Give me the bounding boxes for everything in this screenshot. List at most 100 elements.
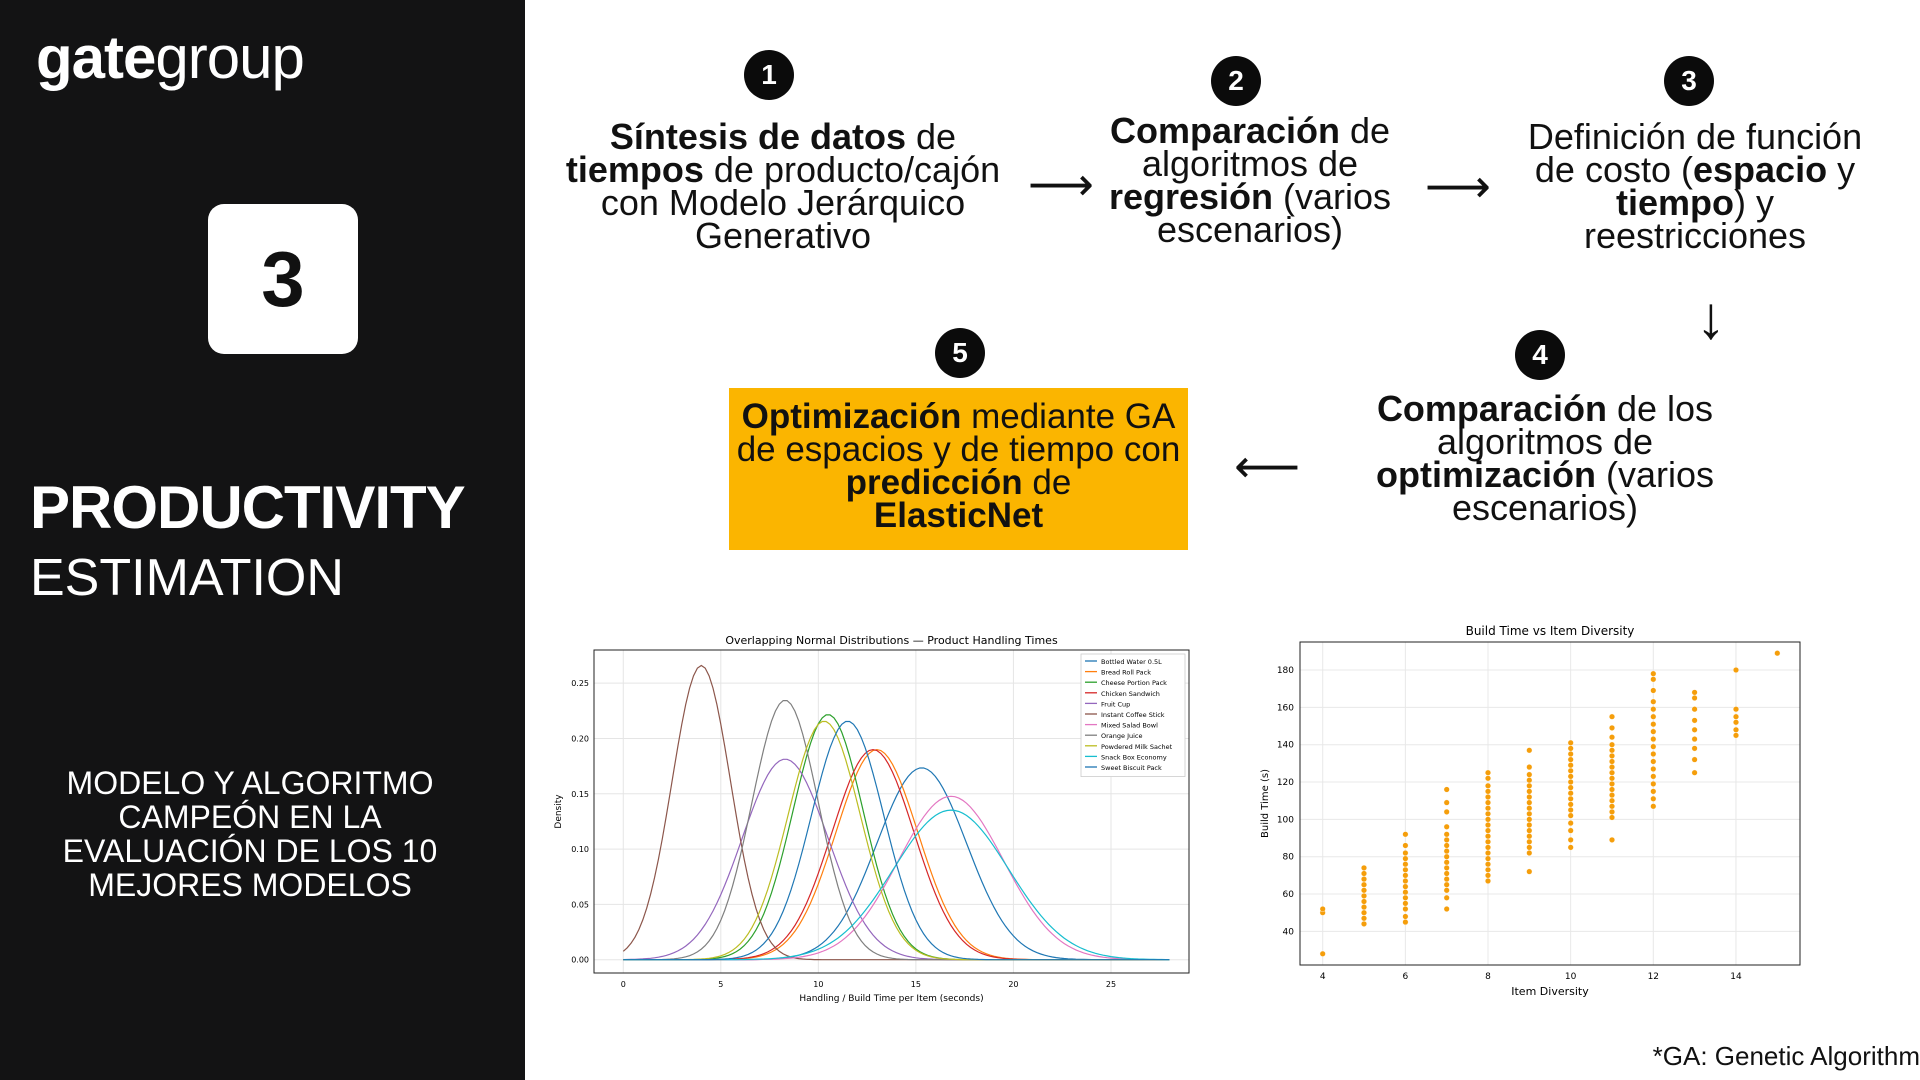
step-2-bold-b: regresión	[1108, 176, 1274, 217]
step-2-text: Comparación de algoritmos de regresión (…	[1100, 113, 1400, 248]
chart-title: Build Time vs Item Diversity	[1466, 624, 1635, 638]
scatter-point	[1443, 864, 1450, 871]
scatter-point	[1526, 821, 1533, 828]
scatter-point	[1609, 808, 1616, 815]
scatter-point	[1360, 876, 1367, 883]
scatter-point	[1484, 810, 1491, 817]
step-4-text-b: (varios escenarios)	[1451, 454, 1715, 528]
step-1-bold-a: Síntesis de datos	[609, 116, 907, 157]
scatter-point	[1402, 919, 1409, 926]
scatter-point	[1360, 887, 1367, 894]
scatter-point	[1733, 713, 1740, 720]
legend-label: Powdered Milk Sachet	[1101, 743, 1173, 751]
scatter-point	[1567, 790, 1574, 797]
scatter-point	[1609, 769, 1616, 776]
scatter-point	[1402, 842, 1409, 849]
scatter-point	[1360, 909, 1367, 916]
scatter-point	[1443, 906, 1450, 913]
scatter-point	[1402, 894, 1409, 901]
step-5-number: 5	[935, 328, 985, 378]
step-3-number: 3	[1664, 56, 1714, 106]
scatter-point	[1484, 793, 1491, 800]
scatter-point	[1402, 872, 1409, 879]
scatter-point	[1733, 726, 1740, 733]
scatter-point	[1567, 784, 1574, 791]
scatter-point	[1567, 745, 1574, 752]
density-curve	[623, 809, 1170, 961]
step-3-bold-b: tiempo	[1615, 182, 1734, 223]
scatter-point	[1567, 820, 1574, 827]
y-tick-label: 180	[1277, 666, 1294, 676]
step-5-highlight-box: Optimización mediante GA de espacios y d…	[729, 388, 1188, 550]
step-4-bold-b: optimización	[1375, 454, 1596, 495]
scatter-point	[1360, 881, 1367, 888]
scatter-point	[1650, 706, 1657, 713]
density-curve	[623, 720, 1170, 961]
scatter-point	[1691, 736, 1698, 743]
scatter-point	[1733, 719, 1740, 726]
scatter-point	[1609, 752, 1616, 759]
scatter-point	[1319, 906, 1326, 913]
scatter-point	[1526, 827, 1533, 834]
scatter-point	[1526, 788, 1533, 795]
scatter-point	[1609, 836, 1616, 843]
x-tick-label: 14	[1730, 972, 1742, 982]
legend-box	[1080, 653, 1186, 777]
chart-title: Overlapping Normal Distributions — Produ…	[725, 634, 1058, 647]
scatter-point	[1650, 765, 1657, 772]
x-axis-label: Item Diversity	[1511, 985, 1589, 998]
scatter-point	[1360, 892, 1367, 899]
scatter-point	[1650, 803, 1657, 810]
x-tick-label: 6	[1403, 972, 1409, 982]
plot-frame	[1299, 641, 1801, 966]
step-5-bold-c: ElasticNet	[873, 496, 1044, 535]
scatter-point	[1691, 689, 1698, 696]
scatter-point	[1526, 816, 1533, 823]
legend-label: Cheese Portion Pack	[1101, 679, 1167, 687]
scatter-point	[1484, 872, 1491, 879]
x-tick-label: 25	[1106, 980, 1116, 989]
scatter-point	[1650, 795, 1657, 802]
scatter-point	[1526, 747, 1533, 754]
scatter-point	[1443, 894, 1450, 901]
scatter-point	[1733, 706, 1740, 713]
scatter-point	[1609, 797, 1616, 804]
scatter-point	[1484, 775, 1491, 782]
step-4-number: 4	[1515, 330, 1565, 380]
x-tick-label: 5	[718, 980, 723, 989]
scatter-point	[1650, 788, 1657, 795]
scatter-point	[1691, 706, 1698, 713]
scatter-point	[1443, 799, 1450, 806]
scatter-point	[1443, 876, 1450, 883]
scatter-point	[1526, 844, 1533, 851]
scatter-point	[1526, 810, 1533, 817]
scatter-point	[1691, 745, 1698, 752]
scatter-point	[1443, 870, 1450, 877]
scatter-point	[1443, 823, 1450, 830]
scatter-point	[1650, 780, 1657, 787]
x-tick-label: 12	[1648, 972, 1659, 982]
scatter-point	[1567, 750, 1574, 757]
scatter-point	[1691, 694, 1698, 701]
scatter-point	[1443, 881, 1450, 888]
step-4-bold-a: Comparación	[1376, 388, 1607, 429]
y-tick-label: 120	[1277, 778, 1294, 788]
step-3-text-a: Definición de función de costo (	[1527, 116, 1863, 190]
x-tick-label: 10	[1565, 972, 1577, 982]
scatter-point	[1402, 889, 1409, 896]
scatter-point	[1443, 887, 1450, 894]
scatter-point	[1567, 778, 1574, 785]
scatter-point	[1609, 803, 1616, 810]
legend-label: Mixed Salad Bowl	[1101, 722, 1158, 730]
scatter-point	[1484, 788, 1491, 795]
y-tick-label: 0.05	[571, 900, 589, 909]
scatter-point	[1650, 750, 1657, 757]
scatter-point	[1319, 950, 1326, 957]
scatter-point	[1402, 861, 1409, 868]
step-1-text: Síntesis de datos de tiempos de producto…	[553, 119, 1013, 254]
y-tick-label: 80	[1283, 853, 1295, 863]
x-tick-label: 10	[813, 980, 823, 989]
scatter-point	[1650, 743, 1657, 750]
step-3-text-c: ) y reestricciones	[1583, 182, 1807, 256]
legend-label: Snack Box Economy	[1101, 753, 1167, 761]
